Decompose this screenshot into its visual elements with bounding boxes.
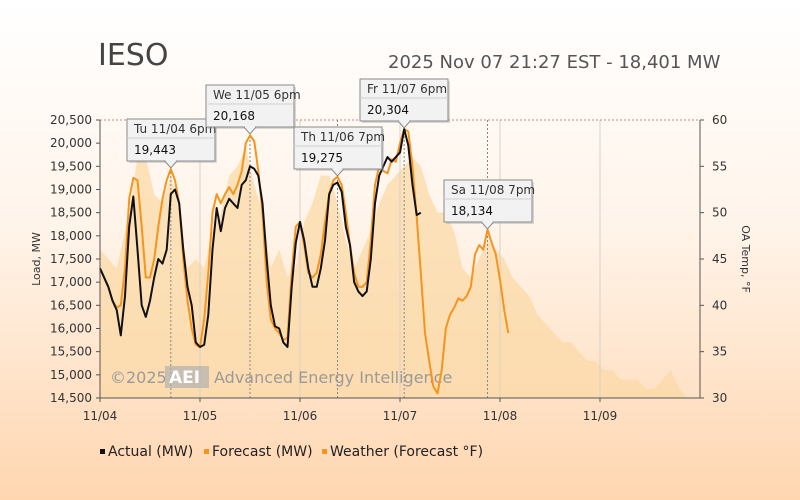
x-tick-label-5: 11/09 — [583, 409, 618, 423]
peak-tooltip-box — [293, 126, 383, 170]
y2-tick-label-3: 45 — [712, 252, 727, 266]
status-readout: 2025 Nov 07 21:27 EST - 18,401 MW — [388, 52, 721, 73]
peak-tooltip-value: 19,275 — [301, 151, 343, 165]
watermark-logo-box — [165, 366, 209, 388]
y-tick-label-11: 20,000 — [50, 136, 92, 150]
y-tick-label-4: 16,500 — [50, 298, 92, 312]
legend-swatch-2 — [322, 449, 327, 454]
peak-tooltip-box — [126, 118, 216, 162]
peak-tooltip-2: Th 11/06 7pm 19,275 — [293, 126, 385, 177]
peak-tooltip-3: Fr 11/07 6pm 20,304 — [359, 78, 450, 129]
peak-tooltip-day: Tu 11/04 6pm — [133, 122, 216, 136]
peak-tooltip-pointer — [242, 126, 258, 135]
axes-layer: 14,500 15,000 15,500 16,000 16,500 17,000 17,5… — [30, 113, 752, 423]
x-tick-label-3: 11/07 — [383, 409, 418, 423]
y-tick-label-6: 17,500 — [50, 252, 92, 266]
legend-label-0: Actual (MW) — [108, 444, 193, 460]
y-tick-label-7: 18,000 — [50, 229, 92, 243]
peak-tooltip-day: Sa 11/08 7pm — [451, 183, 535, 197]
y-tick-label-1: 15,000 — [50, 368, 92, 382]
series-lines — [99, 128, 510, 395]
peak-tooltip-0: Tu 11/04 6pm 19,443 — [126, 118, 217, 169]
peak-tooltip-box — [205, 84, 295, 128]
peak-tooltip-4: Sa 11/08 7pm 18,134 — [443, 179, 535, 230]
y2-tick-label-1: 35 — [712, 345, 727, 359]
y-tick-label-10: 19,500 — [50, 159, 92, 173]
y2-axis-title: OA Temp, °F — [739, 225, 752, 293]
peak-tooltip-day: Th 11/06 7pm — [300, 130, 385, 144]
peak-tooltip-pointer — [480, 221, 495, 230]
peak-tooltip-pointer — [163, 160, 178, 169]
y-axis-title: Load, MW — [30, 232, 43, 286]
y-tick-label-0: 14,500 — [50, 391, 92, 405]
y-tick-label-12: 20,500 — [50, 113, 92, 127]
watermark-logo: AEI — [169, 368, 200, 388]
y-tick-label-9: 19,000 — [50, 183, 92, 197]
legend-swatch-0 — [100, 449, 105, 454]
peak-tooltip-day: We 11/05 6pm — [213, 88, 301, 102]
peak-tooltip-value: 18,134 — [451, 204, 493, 218]
legend: Actual (MW) Forecast (MW) Weather (Forecas… — [100, 444, 483, 460]
peak-tooltip-value: 20,304 — [367, 103, 409, 117]
watermark-copyright: ©2025 — [110, 368, 167, 387]
watermark: ©2025 AEI Advanced Energy Intelligence — [110, 366, 452, 388]
watermark-company: Advanced Energy Intelligence — [214, 368, 452, 387]
x-tick-label-1: 11/05 — [183, 409, 218, 423]
legend-label-1: Forecast (MW) — [212, 444, 313, 460]
x-tick-label-2: 11/06 — [283, 409, 318, 423]
legend-label-2: Weather (Forecast °F) — [330, 444, 483, 460]
page-title: IESO — [98, 38, 169, 73]
y-tick-label-3: 16,000 — [50, 322, 92, 336]
peak-tooltip-value: 19,443 — [134, 143, 176, 157]
peak-tooltip-1: We 11/05 6pm 20,168 — [205, 84, 301, 135]
y2-tick-label-2: 40 — [712, 298, 727, 312]
y-tick-label-2: 15,500 — [50, 345, 92, 359]
y2-tick-label-0: 30 — [712, 391, 727, 405]
legend-swatch-1 — [204, 449, 209, 454]
peak-tooltip-value: 20,168 — [213, 109, 255, 123]
y2-tick-label-5: 55 — [712, 159, 727, 173]
y2-tick-label-4: 50 — [712, 206, 727, 220]
actual-line — [99, 128, 422, 348]
peak-tooltip-pointer — [330, 168, 345, 177]
peak-tooltip-day: Fr 11/07 6pm — [367, 82, 447, 96]
x-tick-label-4: 11/08 — [483, 409, 518, 423]
y2-tick-label-6: 60 — [712, 113, 727, 127]
x-tick-label-0: 11/04 — [83, 409, 118, 423]
y-tick-label-8: 18,500 — [50, 206, 92, 220]
peak-annotations: Tu 11/04 6pm 19,443 We 11/05 6pm 20,168 Th 1… — [126, 78, 535, 230]
y-tick-label-5: 17,000 — [50, 275, 92, 289]
